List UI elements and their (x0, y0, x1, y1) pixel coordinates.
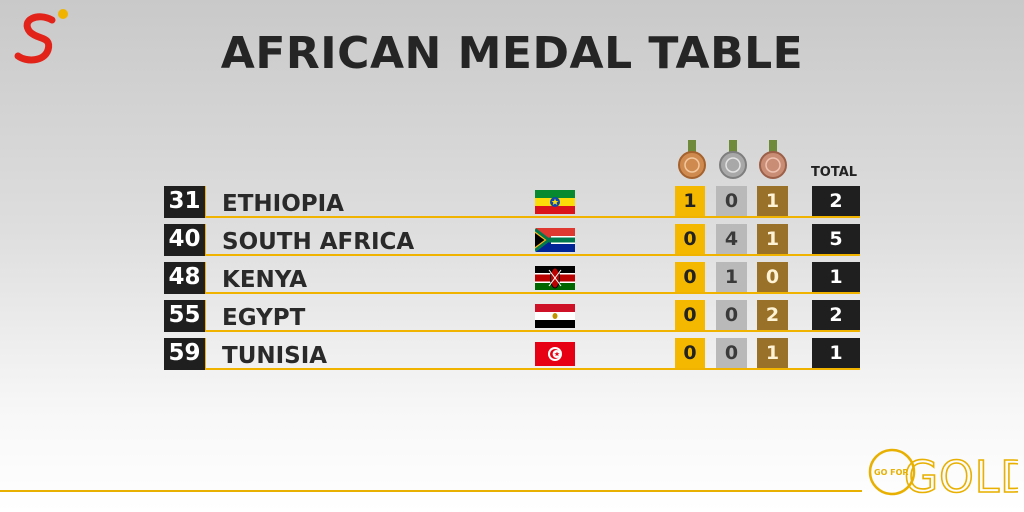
table-row: 59 TUNISIA 0 0 1 1 (164, 338, 860, 370)
go-for-gold-logo: GO FOR GOLD (868, 448, 1018, 500)
silver-count: 0 (716, 300, 747, 330)
country-name: KENYA (222, 267, 308, 293)
bronze-count: 1 (757, 224, 788, 254)
bronze-count: 0 (757, 262, 788, 292)
footer-divider (0, 490, 862, 492)
egypt-flag-icon (535, 304, 575, 328)
total-count: 1 (812, 338, 860, 368)
table-row: 40 SOUTH AFRICA 0 4 1 5 (164, 224, 860, 256)
gold-medal-icon (678, 140, 706, 179)
bronze-count: 1 (757, 186, 788, 216)
country-name: SOUTH AFRICA (222, 229, 415, 255)
total-count: 1 (812, 262, 860, 292)
country-name: TUNISIA (222, 343, 328, 369)
bronze-count: 2 (757, 300, 788, 330)
row-divider (164, 330, 860, 332)
gfg-big-text: GOLD (904, 452, 1018, 500)
ethiopia-flag-icon (535, 190, 575, 214)
country-name: EGYPT (222, 305, 306, 331)
silver-count: 0 (716, 338, 747, 368)
silver-count: 4 (716, 224, 747, 254)
silver-medal-icon (719, 140, 747, 179)
row-divider (164, 216, 860, 218)
row-divider (164, 292, 860, 294)
rank: 48 (164, 262, 206, 294)
tunisia-flag-icon (535, 342, 575, 366)
table-row: 48 KENYA 0 1 0 1 (164, 262, 860, 294)
table-row: 55 EGYPT 0 0 2 2 (164, 300, 860, 332)
row-divider (164, 254, 860, 256)
rank: 59 (164, 338, 206, 370)
row-divider (164, 368, 860, 370)
gold-count: 0 (675, 338, 705, 368)
bronze-medal-icon (759, 140, 787, 179)
gfg-small-text: GO FOR (874, 468, 909, 477)
page-title: AFRICAN MEDAL TABLE (220, 28, 804, 79)
rank: 55 (164, 300, 206, 332)
south-africa-flag-icon (535, 228, 575, 252)
silver-count: 0 (716, 186, 747, 216)
supersport-logo-icon (14, 9, 68, 64)
table-row: 31 ETHIOPIA 1 0 1 2 (164, 186, 860, 218)
total-count: 2 (812, 300, 860, 330)
country-name: ETHIOPIA (222, 191, 344, 217)
bronze-count: 1 (757, 338, 788, 368)
gold-count: 0 (675, 262, 705, 292)
gold-count: 0 (675, 224, 705, 254)
gold-count: 0 (675, 300, 705, 330)
total-count: 2 (812, 186, 860, 216)
rank: 31 (164, 186, 206, 218)
total-count: 5 (812, 224, 860, 254)
rank: 40 (164, 224, 206, 256)
total-header: TOTAL (810, 165, 858, 180)
kenya-flag-icon (535, 266, 575, 290)
gold-count: 1 (675, 186, 705, 216)
silver-count: 1 (716, 262, 747, 292)
